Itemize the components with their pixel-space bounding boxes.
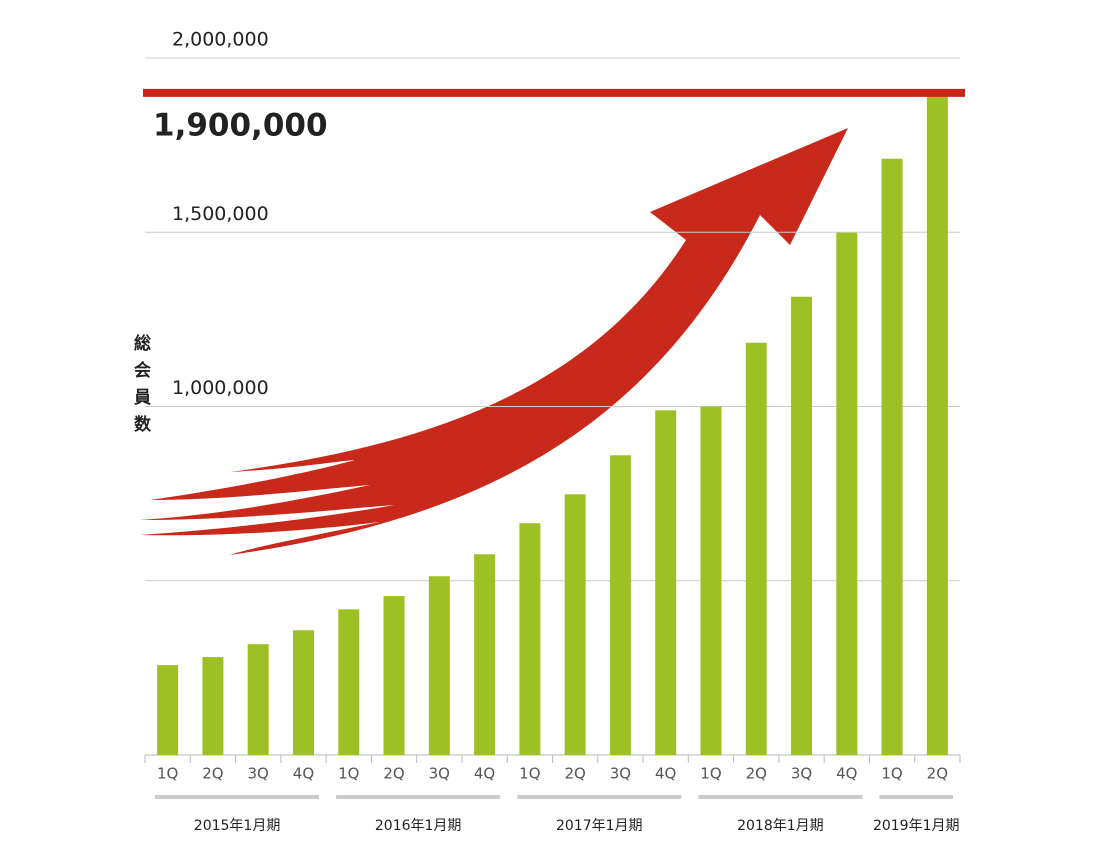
x-tick-label: 2Q (202, 765, 223, 783)
bar (609, 455, 631, 755)
bar (292, 630, 314, 755)
growth-arrow (140, 128, 848, 555)
y-tick-label: 2,000,000 (172, 29, 269, 51)
x-tick-label: 1Q (700, 765, 721, 783)
group-bar (336, 795, 501, 799)
x-tick-label: 3Q (610, 765, 631, 783)
bar (926, 92, 948, 756)
bar (157, 665, 179, 755)
group-label: 2017年1月期 (556, 818, 643, 834)
bar (383, 596, 405, 755)
y-tick-label: 1,000,000 (172, 377, 269, 399)
x-tick-label: 1Q (157, 765, 178, 783)
group-label: 2015年1月期 (194, 818, 281, 834)
x-tick-label: 1Q (519, 765, 540, 783)
x-tick-label: 2Q (927, 765, 948, 783)
x-tick-label: 2Q (746, 765, 767, 783)
x-tick-label: 2Q (383, 765, 404, 783)
y-tick-label: 1,500,000 (172, 203, 269, 225)
x-tick-label: 4Q (836, 765, 857, 783)
bar (338, 609, 360, 755)
bar (428, 576, 450, 755)
bar (791, 296, 813, 755)
group-bar (879, 795, 953, 799)
group-label: 2018年1月期 (737, 818, 824, 834)
group-bar (698, 795, 863, 799)
bar (836, 232, 858, 755)
y-axis-label: 総会員数 (130, 333, 152, 442)
group-bar (517, 795, 682, 799)
bar (881, 158, 903, 756)
bar (700, 406, 722, 755)
x-tick-label: 1Q (338, 765, 359, 783)
group-label: 2016年1月期 (375, 818, 462, 834)
bar (519, 523, 541, 755)
bar (745, 342, 767, 755)
group-label: 2019年1月期 (873, 818, 960, 834)
x-tick-label: 3Q (791, 765, 812, 783)
reference-label: 1,900,000 (153, 107, 328, 143)
x-tick-label: 4Q (474, 765, 495, 783)
x-tick-label: 3Q (248, 765, 269, 783)
bar (474, 554, 496, 755)
bar (564, 494, 586, 755)
group-bar (155, 795, 320, 799)
bar (247, 644, 269, 755)
x-tick-label: 2Q (564, 765, 585, 783)
x-tick-label: 1Q (881, 765, 902, 783)
bar (202, 657, 224, 755)
x-tick-label: 4Q (293, 765, 314, 783)
x-tick-label: 4Q (655, 765, 676, 783)
bar (655, 410, 677, 755)
x-tick-label: 3Q (429, 765, 450, 783)
